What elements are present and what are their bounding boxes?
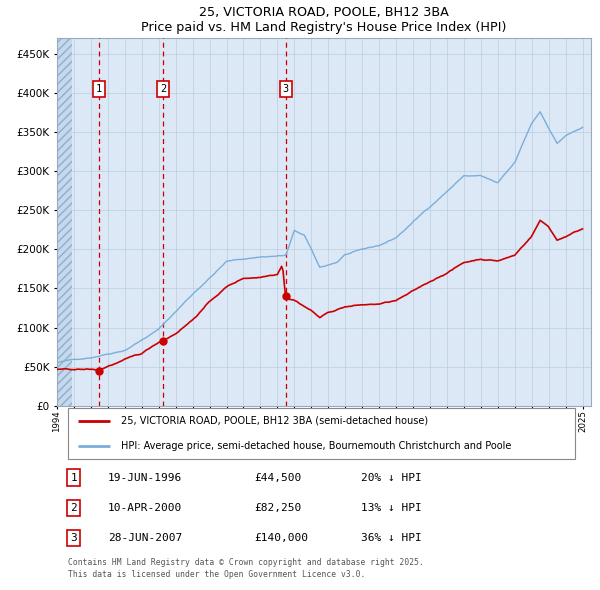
Text: 20% ↓ HPI: 20% ↓ HPI <box>361 473 422 483</box>
Text: 3: 3 <box>70 533 77 543</box>
Text: 10-APR-2000: 10-APR-2000 <box>108 503 182 513</box>
Text: 2: 2 <box>160 84 166 94</box>
Text: £140,000: £140,000 <box>254 533 308 543</box>
Text: 3: 3 <box>283 84 289 94</box>
Text: 13% ↓ HPI: 13% ↓ HPI <box>361 503 422 513</box>
Text: 1: 1 <box>70 473 77 483</box>
Text: Contains HM Land Registry data © Crown copyright and database right 2025.
This d: Contains HM Land Registry data © Crown c… <box>68 558 424 579</box>
Text: 2: 2 <box>70 503 77 513</box>
Text: 36% ↓ HPI: 36% ↓ HPI <box>361 533 422 543</box>
Text: HPI: Average price, semi-detached house, Bournemouth Christchurch and Poole: HPI: Average price, semi-detached house,… <box>121 441 511 451</box>
Text: 25, VICTORIA ROAD, POOLE, BH12 3BA (semi-detached house): 25, VICTORIA ROAD, POOLE, BH12 3BA (semi… <box>121 415 428 425</box>
Text: 19-JUN-1996: 19-JUN-1996 <box>108 473 182 483</box>
Text: 28-JUN-2007: 28-JUN-2007 <box>108 533 182 543</box>
FancyBboxPatch shape <box>68 408 575 458</box>
Text: 1: 1 <box>95 84 102 94</box>
Title: 25, VICTORIA ROAD, POOLE, BH12 3BA
Price paid vs. HM Land Registry's House Price: 25, VICTORIA ROAD, POOLE, BH12 3BA Price… <box>142 6 506 34</box>
Text: £44,500: £44,500 <box>254 473 302 483</box>
Text: £82,250: £82,250 <box>254 503 302 513</box>
